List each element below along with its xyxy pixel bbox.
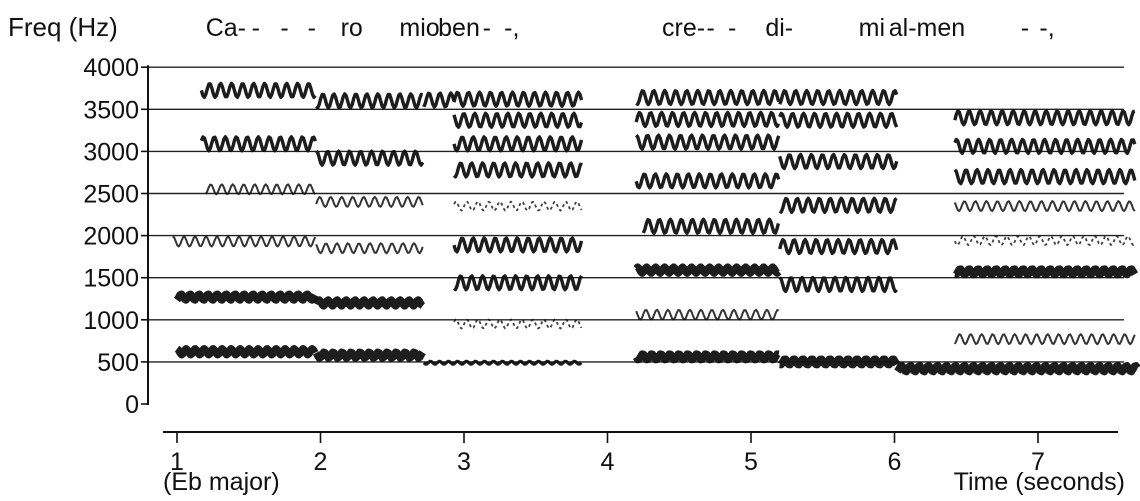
y-tick-label: 1000 (83, 307, 139, 335)
harmonic-band (452, 90, 584, 108)
lyric-syllable: cre- (662, 14, 705, 42)
harmonic-band (312, 296, 426, 310)
harmonic-band (778, 275, 898, 294)
harmonic-band (315, 149, 425, 167)
y-tick-label: 0 (125, 391, 139, 419)
harmonic-band (778, 152, 899, 171)
harmonic-band (453, 200, 583, 212)
x-tick-label: 2 (314, 448, 328, 476)
harmonic-band (634, 110, 781, 129)
x-axis-label: Time (seconds) (954, 468, 1125, 496)
harmonic-band (173, 290, 319, 304)
lyric-syllable: -, (1039, 14, 1054, 42)
harmonic-band (452, 111, 584, 129)
harmonic-band (453, 318, 583, 330)
grid-lines (148, 66, 1124, 363)
lyric-syllable: - (483, 14, 491, 42)
x-tick-label: 7 (1031, 448, 1045, 476)
harmonic-band (894, 362, 1140, 376)
harmonic-band (199, 135, 317, 153)
x-tick-label: 3 (457, 448, 471, 476)
harmonic-band (632, 350, 781, 364)
harmonic-bands (172, 81, 1140, 376)
y-tick-label: 500 (97, 349, 139, 377)
harmonic-band (953, 333, 1136, 346)
lyric-syllable: - (707, 14, 715, 42)
harmonic-band (778, 196, 898, 214)
key-label: (Eb major) (163, 468, 280, 496)
lyric-syllable: Ca- (206, 14, 246, 42)
harmonic-band (422, 359, 583, 366)
lyric-syllable: - (280, 14, 288, 42)
harmonic-band (312, 348, 426, 362)
harmonic-band (953, 137, 1137, 155)
harmonic-band (422, 91, 456, 109)
harmonic-band (953, 235, 1136, 246)
harmonic-band (778, 88, 899, 107)
lyric-syllable: mio (399, 14, 439, 42)
harmonic-band (452, 274, 583, 292)
harmonic-band (174, 345, 319, 359)
y-tick-label: 3500 (83, 96, 139, 124)
lyric-syllable: - (1021, 14, 1029, 42)
y-tick-label: 4000 (83, 54, 139, 82)
lyric-syllable: mi (859, 14, 885, 42)
harmonic-band (634, 133, 781, 151)
harmonic-band (315, 195, 424, 208)
harmonic-band (778, 237, 899, 256)
harmonic-band (953, 200, 1136, 213)
harmonic-band (315, 242, 424, 255)
harmonic-band (315, 92, 423, 110)
y-tick-label: 2000 (83, 223, 139, 251)
x-tick-label: 4 (601, 448, 615, 476)
lyric-syllable: -, (504, 14, 519, 42)
harmonic-band (778, 111, 899, 129)
harmonic-band (172, 235, 317, 248)
harmonic-band (952, 265, 1139, 279)
harmonic-band (953, 109, 1136, 127)
lyric-syllable: ro (341, 14, 363, 42)
y-tick-label: 3000 (83, 138, 139, 166)
harmonic-band (635, 88, 781, 107)
harmonic-band (953, 168, 1137, 186)
harmonic-band (452, 161, 584, 179)
lyric-syllable: ben (438, 14, 480, 42)
harmonic-band (199, 81, 317, 99)
harmonic-band (633, 263, 782, 277)
lyric-syllable: - (308, 14, 316, 42)
lyric-syllable: - (728, 14, 736, 42)
x-axis-ticks: 1 2 3 4 5 6 7 (170, 432, 1045, 476)
y-tick-label: 1500 (83, 265, 139, 293)
harmonic-band (641, 217, 781, 235)
harmonic-band (777, 355, 900, 369)
y-tick-label: 2500 (83, 181, 139, 209)
x-tick-label: 6 (888, 448, 902, 476)
harmonic-band (452, 135, 584, 153)
x-tick-label: 1 (170, 448, 184, 476)
lyric-syllable: di- (765, 14, 793, 42)
y-axis-ticks: 4000 3500 3000 2500 2000 1500 1000 500 0 (83, 54, 148, 419)
harmonic-band (634, 172, 781, 190)
y-axis-label: Freq (Hz) (8, 12, 118, 42)
harmonic-band (635, 308, 779, 321)
x-tick-label: 5 (744, 448, 758, 476)
lyric-syllable: - (252, 14, 260, 42)
harmonic-band (452, 236, 584, 254)
lyric-syllable: al-men (889, 14, 965, 42)
harmonic-band (204, 183, 316, 196)
